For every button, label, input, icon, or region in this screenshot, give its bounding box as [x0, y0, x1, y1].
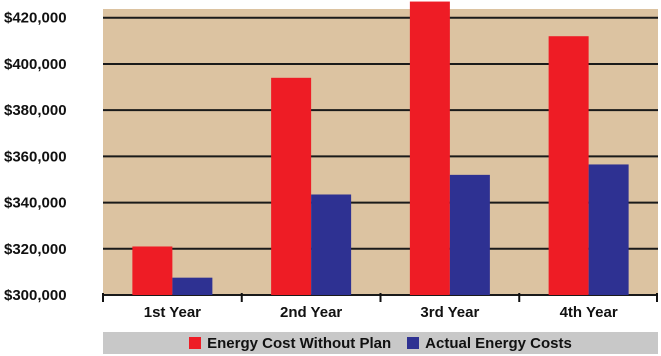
- legend-label-actual: Actual Energy Costs: [425, 334, 572, 352]
- legend-item-actual: Actual Energy Costs: [407, 335, 572, 352]
- legend-swatch-without-plan: [189, 337, 202, 349]
- bar-without-plan: [271, 77, 312, 296]
- y-tick-label: $360,000: [4, 148, 67, 165]
- legend-item-without-plan: Energy Cost Without Plan: [189, 335, 391, 352]
- y-tick-label: $320,000: [4, 241, 67, 258]
- legend-label-without-plan: Energy Cost Without Plan: [207, 334, 392, 352]
- y-axis-tick-labels: $300,000 $320,000 $340,000 $360,000 $380,000…: [4, 10, 67, 304]
- y-tick-label: $380,000: [4, 102, 67, 119]
- x-tick-label: 2nd Year: [280, 304, 342, 321]
- y-tick-label: $400,000: [4, 56, 67, 73]
- bar-without-plan: [409, 1, 450, 295]
- bar-without-plan: [548, 36, 589, 295]
- x-tick-label: 3rd Year: [420, 304, 479, 321]
- y-tick-label: $420,000: [4, 10, 67, 27]
- bar-actual: [172, 277, 213, 295]
- bar-actual: [588, 164, 629, 295]
- bars: [132, 1, 629, 296]
- y-tick-label: $340,000: [4, 195, 67, 212]
- x-axis: 1st Year 2nd Year 3rd Year 4th Year: [102, 293, 658, 321]
- y-tick-label: $300,000: [4, 287, 67, 304]
- x-tick-label: 1st Year: [144, 304, 201, 321]
- bar-chart: $300,000 $320,000 $340,000 $360,000 $380,000…: [4, 1, 658, 321]
- legend: Energy Cost Without Plan Actual Energy C…: [103, 332, 658, 354]
- legend-swatch-actual: [407, 337, 420, 349]
- bar-actual: [449, 174, 490, 295]
- bar-actual: [311, 194, 352, 295]
- bar-without-plan: [132, 246, 173, 295]
- x-tick-label: 4th Year: [560, 304, 618, 321]
